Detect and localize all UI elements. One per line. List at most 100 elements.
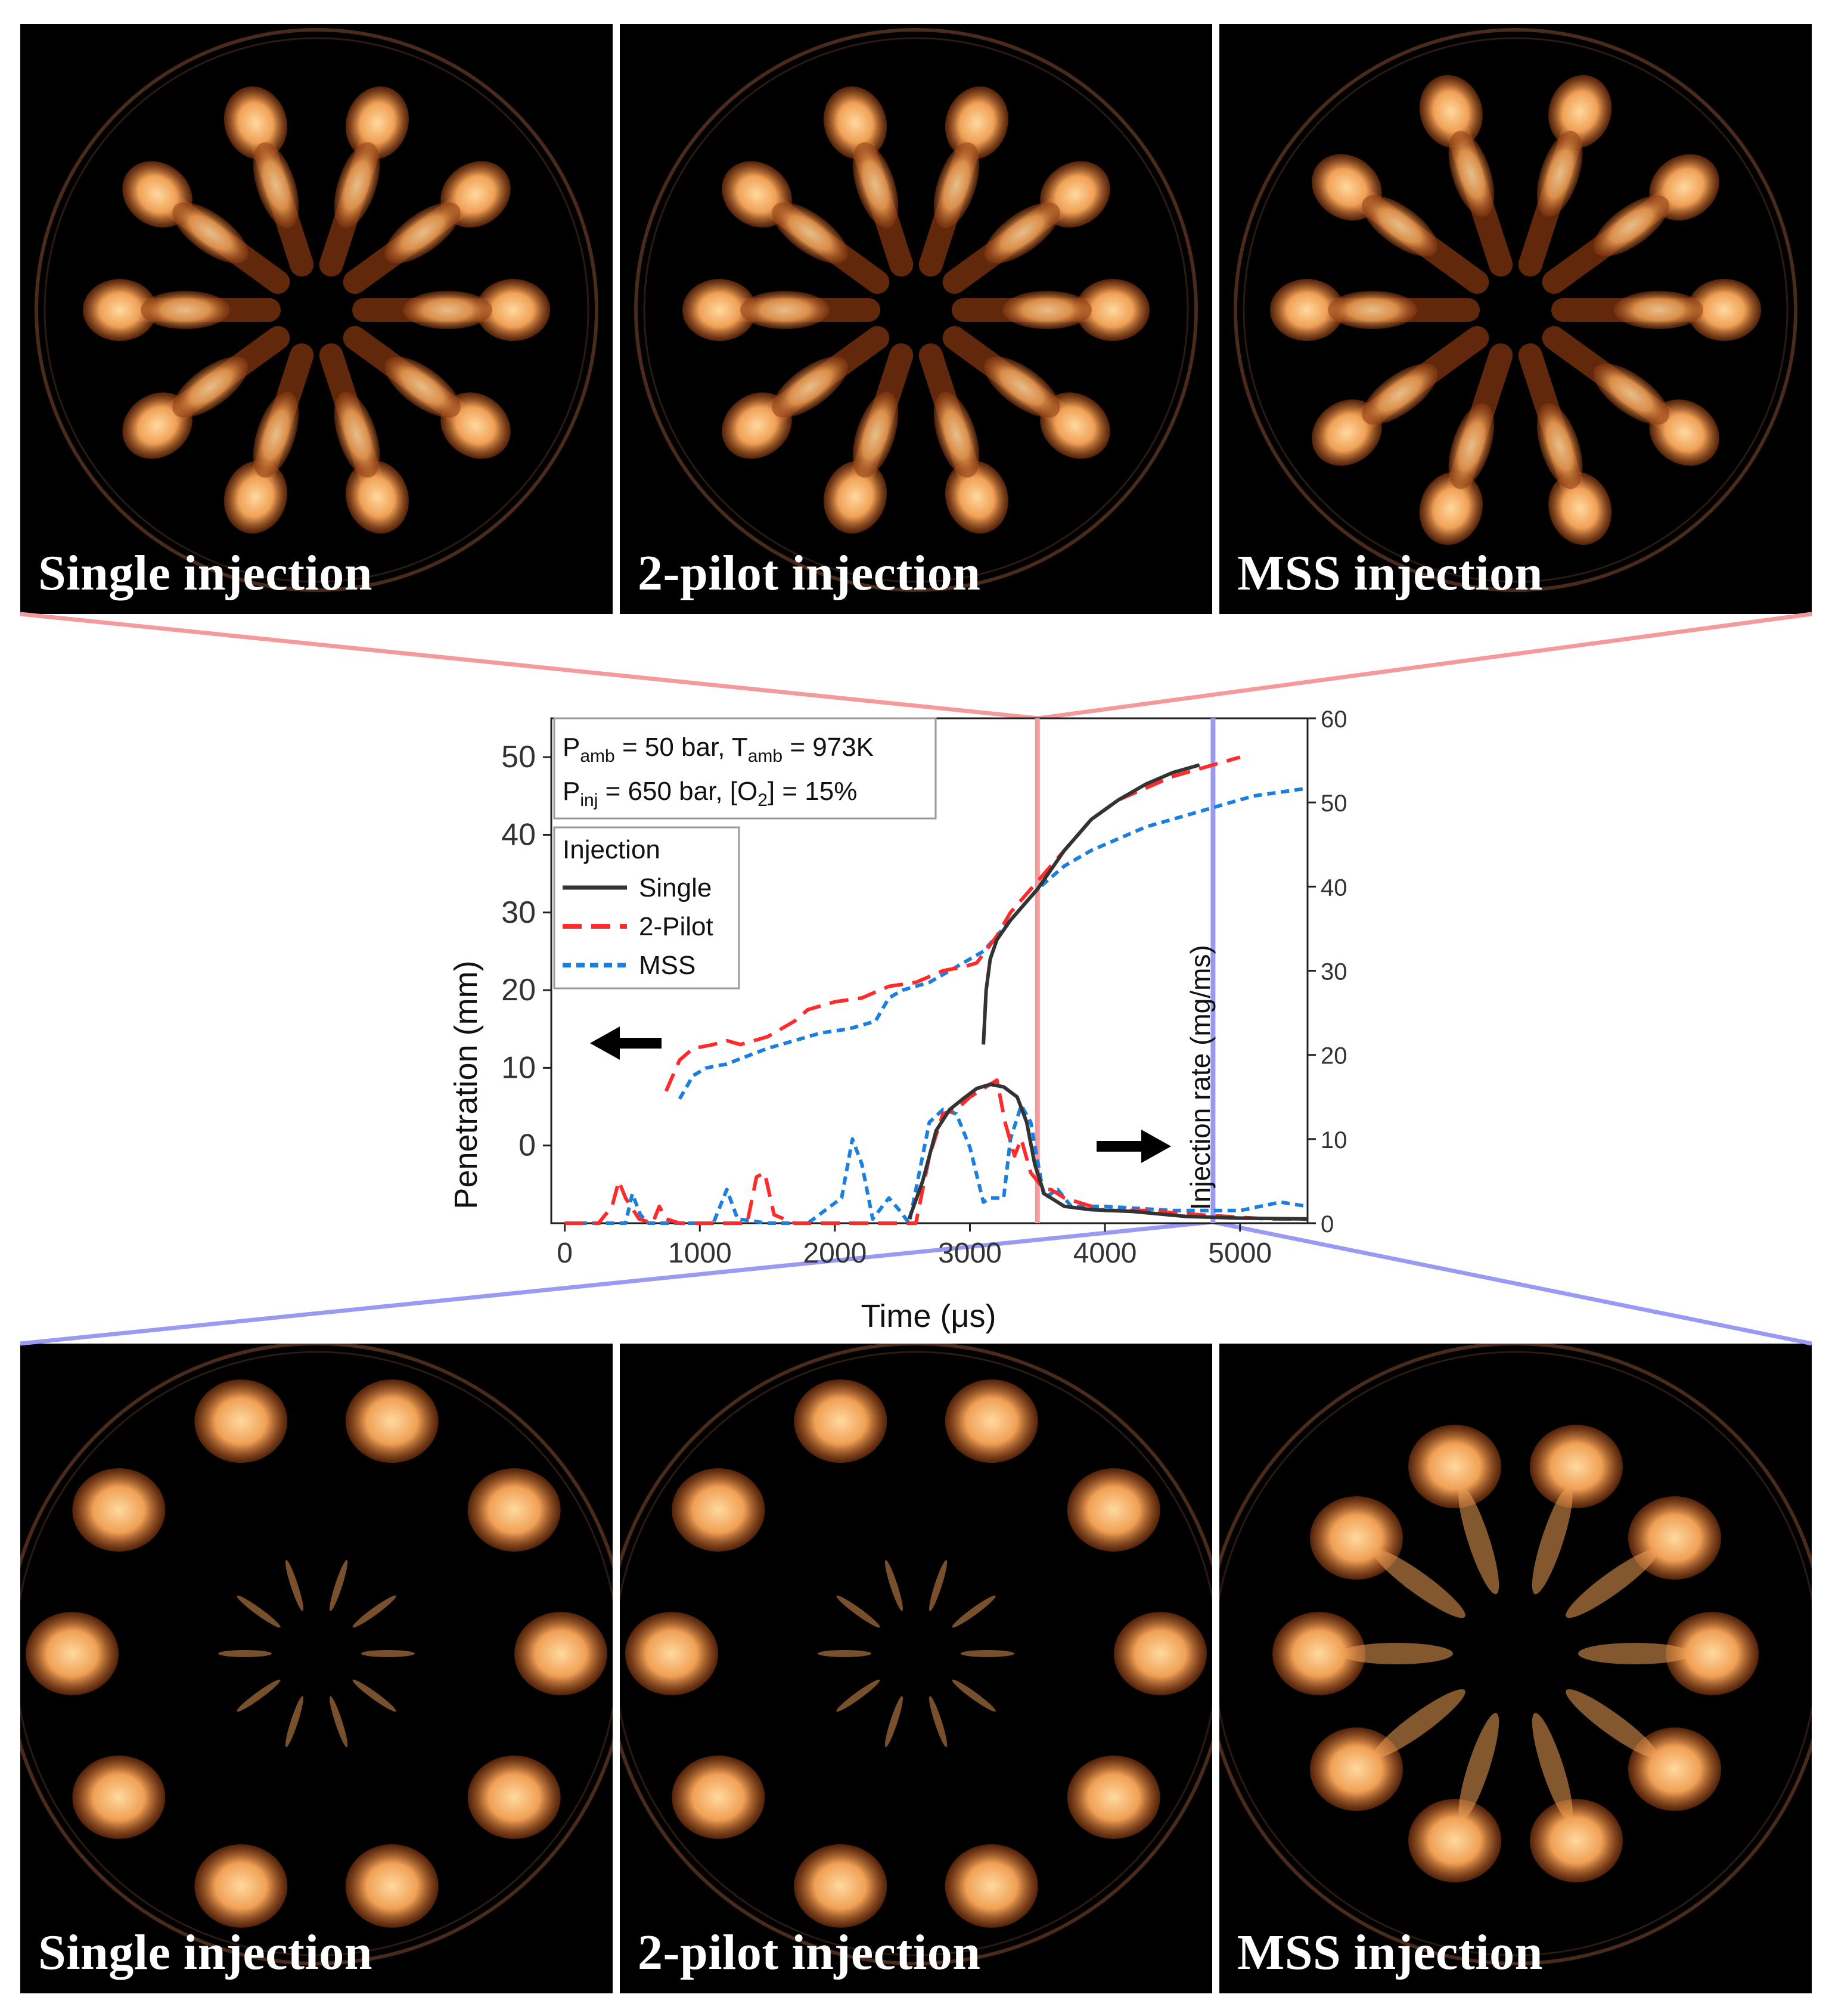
chamber-ring [35,28,598,592]
legend-title: Injection [563,835,660,864]
chamber-ring [634,28,1198,592]
flame-cloud [72,1468,166,1552]
flame-cloud [1067,1755,1160,1839]
flame-image-top-2pilot [634,28,1198,592]
chamber-ring [20,1344,613,1965]
y-right-tick-label: 20 [1321,1043,1347,1069]
flame-cloud [194,1844,288,1928]
x-tick-label: 0 [557,1237,573,1269]
flame-cloud [72,1755,166,1839]
top-panel-mss: MSS injection [1219,24,1812,614]
flame-plume-head [1076,279,1150,341]
flame-cloud [467,1755,561,1839]
y-right-tick-label: 50 [1321,790,1347,817]
x-tick-label: 1000 [668,1237,732,1269]
flame-cloud [1408,1425,1502,1509]
conditions-line-2: Pinj = 650 bar, [O2] = 15% [563,777,857,810]
flame-plume-head [476,279,550,341]
flame-cloud [1529,1425,1623,1509]
flame-plume-head [345,460,409,534]
top-panel-2pilot: 2-pilot injection [620,24,1212,614]
caption-bottom-single: Single injection [38,1925,373,1980]
flame-image-top-single [35,28,598,592]
flame-cloud [1272,1612,1365,1695]
flame-cloud [345,1379,439,1463]
flame-plume-head [345,86,409,160]
y-axis-label-right: Injection rate (mg/ms) [1185,945,1216,1210]
y-right-tick-label: 30 [1321,959,1347,985]
connector-red-left [20,612,1039,721]
flame-cloud [467,1468,561,1552]
y-left-tick-label: 20 [501,973,536,1007]
caption-top-mss: MSS injection [1237,545,1543,601]
conditions-box [553,717,937,820]
x-axis-label: Time (μs) [861,1298,996,1334]
flame-cloud [794,1379,887,1463]
flame-cloud [514,1612,607,1695]
x-tick-label: 2000 [803,1237,867,1269]
y-right-tick-label: 60 [1321,706,1347,733]
legend-box [553,826,740,990]
rate-line-2pilot [564,1078,1308,1225]
top-panel-single: Single injection [20,24,613,614]
connector-red-right [1038,612,1812,721]
flame-plume-head [945,86,1009,160]
flame-plume-head [823,86,887,160]
chamber-ring [1219,1344,1812,1965]
bottom-panel-mss: MSS injection [1219,1344,1812,1993]
x-tick-label: 5000 [1208,1237,1272,1269]
flame-cloud [945,1379,1038,1463]
penetration-line-single [982,763,1200,1045]
y-right-tick-label: 0 [1321,1211,1334,1237]
flame-cloud [194,1379,288,1463]
penetration-line-2pilot [664,755,1241,1092]
caption-bottom-mss: MSS injection [1237,1925,1543,1980]
y-right-tick-label: 10 [1321,1127,1347,1153]
chamber-ring [1234,28,1797,592]
flame-plume-head [1270,279,1344,341]
caption-top-single: Single injection [38,545,373,601]
flame-plume-head [823,460,887,534]
flame-plume-head [1687,279,1761,341]
flame-plume-head [1419,472,1483,545]
y-left-tick-label: 50 [501,740,536,774]
y-left-tick-label: 30 [501,895,536,930]
conditions-line-1: Pamb = 50 bar, Tamb = 973K [563,733,874,766]
caption-bottom-2pilot: 2-pilot injection [638,1925,981,1980]
legend-label-mss: MSS [639,951,695,980]
flame-image-bottom-single [20,1344,613,1965]
legend-label-2pilot: 2-Pilot [639,912,713,941]
flame-cloud [1666,1612,1759,1695]
flame-cloud [794,1844,887,1928]
flame-cloud [26,1612,119,1695]
y-left-tick-label: 10 [501,1050,536,1085]
flame-cloud [672,1468,765,1552]
y-left-tick-label: 0 [518,1128,536,1163]
flame-cloud [1408,1798,1502,1882]
left-axis-arrow-icon [590,1026,662,1060]
flame-cloud [1529,1798,1623,1882]
flame-plume-head [223,86,288,160]
flame-cloud [625,1612,718,1695]
flame-plume-head [1548,472,1612,545]
flame-plume-head [223,460,288,534]
flame-plume-head [945,460,1009,534]
flame-plume-head [682,279,756,341]
flame-image-top-mss [1234,28,1797,592]
bottom-panel-2pilot: 2-pilot injection [620,1344,1212,1993]
flame-cloud [345,1844,439,1928]
flame-image-bottom-mss [1219,1344,1812,1965]
caption-top-2pilot: 2-pilot injection [638,545,981,601]
x-tick-label: 4000 [1073,1237,1137,1269]
flame-cloud [945,1844,1038,1928]
flame-cloud [672,1755,765,1839]
y-right-tick-label: 40 [1321,874,1347,901]
legend-label-single: Single [639,873,712,902]
bottom-panel-single: Single injection [20,1344,613,1993]
flame-plume-head [1548,75,1612,148]
rate-line-single [907,1083,1308,1221]
flame-plume-head [83,279,157,341]
y-left-tick-label: 40 [501,817,536,852]
